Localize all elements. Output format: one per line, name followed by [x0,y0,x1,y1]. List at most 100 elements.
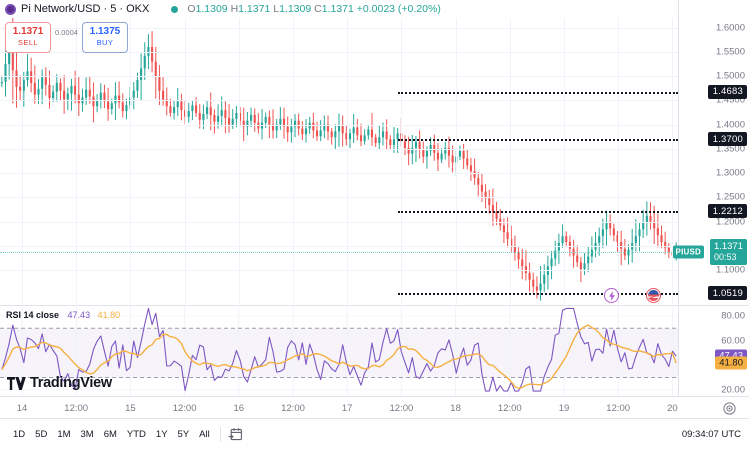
chart-header: Pi Network/USD · 5 · OKX O1.1309 H1.1371… [0,0,749,18]
current-price-line[interactable] [0,252,678,254]
timeframe-button-1d[interactable]: 1D [13,428,26,440]
gridline [0,197,678,199]
close-value: 1.1371 [321,3,354,15]
ohlc-legend: O1.1309 H1.1371 L1.1309 C1.1371 +0.0023 … [187,3,440,15]
tradingview-logo[interactable]: TradingView [7,375,112,391]
us-flag-icon[interactable] [646,288,661,303]
price-level-line[interactable] [398,293,678,296]
time-axis-tick: 12:00 [64,403,89,414]
price-axis-tick: 1.2500 [715,191,745,203]
buy-button[interactable]: 1.1375 BUY [81,22,128,53]
timeframe-button-5y[interactable]: 5Y [177,428,190,440]
change-value: +0.0023 [356,3,395,15]
gridline [672,18,674,304]
gridline [130,18,132,304]
gridline [22,18,23,304]
price-axis-tick: 1.3500 [715,143,745,155]
symbol-tag-badge[interactable]: PIUSD [672,245,704,259]
time-axis-tick: 12:00 [389,403,414,414]
price-level-badge[interactable]: 1.3700 [707,132,747,147]
rsi-axis-tick: 20.00 [721,384,745,396]
gridline [0,124,678,126]
time-axis-tick: 18 [450,403,461,414]
chart-settings-icon[interactable] [723,402,736,415]
order-buttons: 1.1371 SELL 0.0004 1.1375 BUY [5,22,128,53]
gridline [184,18,186,304]
price-axis-tick: 1.5500 [715,46,745,58]
rsi-ma-legend-value: 41.80 [97,310,121,320]
time-axis-tick: 12:00 [606,403,631,414]
toolbar-divider [219,426,221,442]
gridline [618,18,620,304]
pane-separator[interactable] [0,304,749,306]
price-level-badge[interactable]: 1.0519 [707,286,747,301]
price-level-badge[interactable]: 1.2212 [707,204,747,219]
gridline [564,18,565,304]
timeframe-button-5d[interactable]: 5D [35,428,48,440]
gridline [0,27,678,29]
gridline [0,76,678,78]
timeframe-buttons: 1D 5D 1M 3M 6M YTD 1Y 5Y All [0,426,215,443]
timeframe-button-all[interactable]: All [199,428,210,440]
time-axis-tick: 12:00 [281,403,305,414]
price-level-line[interactable] [398,139,678,142]
timeframe-button-3m[interactable]: 3M [80,428,94,440]
axis-separator [677,0,679,396]
gridline [0,51,678,53]
price-axis-tick: 1.6000 [715,22,745,34]
open-label: O [187,3,196,15]
symbol-title[interactable]: Pi Network/USD · 5 · OKX [21,3,150,15]
rsi-axis-tick: 60.00 [721,335,745,347]
price-level-line[interactable] [398,211,678,214]
sell-button[interactable]: 1.1371 SELL [5,22,51,53]
candlestick-series [0,18,678,301]
sell-price: 1.1371 [12,26,44,37]
tradingview-name: TradingView [30,375,112,391]
price-axis-tick: 1.5000 [715,70,745,82]
rsi-axis-tick: 80.00 [721,310,745,322]
calendar-add-icon[interactable] [228,427,242,441]
spread-value: 0.0004 [55,28,78,37]
change-percent: (+0.20%) [397,3,441,15]
close-label: C [314,3,322,15]
current-price-badge[interactable]: 1.1371 00:53 [709,239,747,266]
lightning-bolt-icon[interactable] [604,288,619,303]
timeframe-button-1m[interactable]: 1M [57,428,71,440]
rsi-legend-title: RSI 14 close [6,310,60,320]
gridline [0,100,678,102]
timeframe-button-6m[interactable]: 6M [103,428,117,440]
price-axis-tick: 1.3000 [715,167,745,179]
buy-label: BUY [96,38,114,47]
bar-countdown: 00:53 [713,252,737,263]
rsi-legend[interactable]: RSI 14 close 47.43 41.80 [6,310,120,320]
price-axis[interactable]: 1.6000 1.5500 1.5000 1.4500 1.4000 1.3500 1.30… [672,18,749,304]
gridline [0,148,678,150]
price-axis-tick: 1.2000 [715,216,745,228]
gridline [0,173,678,175]
high-label: H [230,3,239,15]
price-chart-pane[interactable] [0,18,678,304]
rsi-ma-value-badge[interactable]: 41.80 [715,356,747,370]
gridline [0,245,678,247]
rsi-legend-value: 47.43 [67,310,91,320]
price-axis-tick: 1.1000 [715,264,745,276]
time-axis-tick: 20 [667,403,678,414]
timeframe-button-1y[interactable]: 1Y [155,428,168,440]
time-axis[interactable]: 14 12:00 15 12:00 16 12:00 17 12:00 18 12:00 19 12:… [0,396,749,419]
price-level-badge[interactable]: 1.4683 [707,84,747,99]
gridline [401,18,403,304]
pi-network-logo-icon [5,3,16,15]
gridline [293,18,294,304]
timeframe-button-ytd[interactable]: YTD [126,428,146,440]
high-value: 1.1371 [238,3,271,15]
price-axis-tick: 1.4000 [715,119,745,131]
price-level-line[interactable] [398,91,678,94]
time-axis-tick: 17 [341,403,353,414]
time-axis-tick: 14 [16,403,28,414]
time-axis-tick: 12:00 [497,403,522,414]
current-price-value: 1.1371 [713,241,743,253]
rsi-pane[interactable] [0,306,678,396]
sell-label: SELL [18,38,38,47]
clock-label: 09:34:07 UTC [681,428,741,440]
